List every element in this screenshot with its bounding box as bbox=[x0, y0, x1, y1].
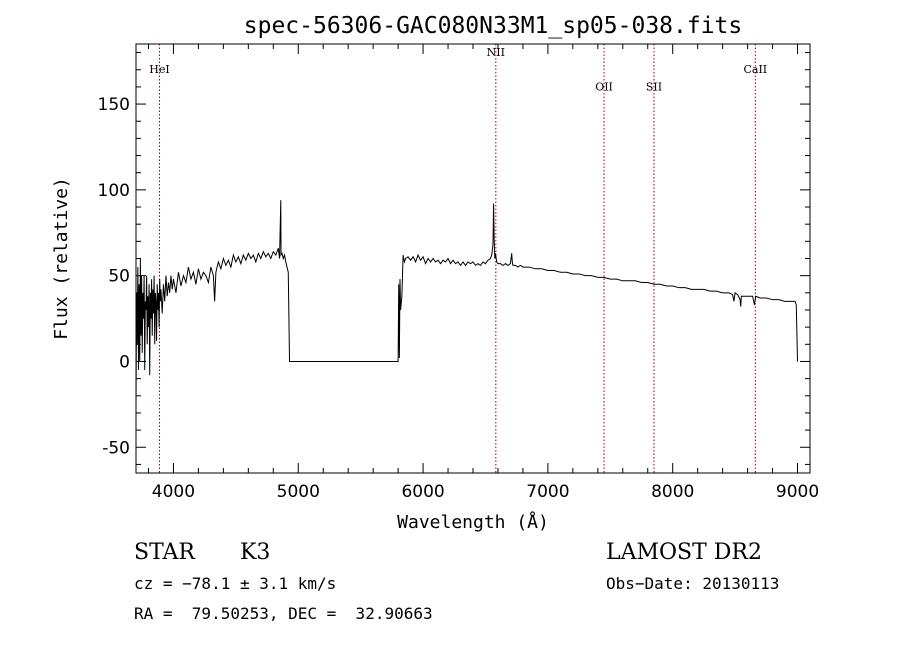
coordinates: RA = 79.50253, DEC = 32.90663 bbox=[134, 604, 433, 623]
chart-title: spec-56306-GAC080N33M1_sp05-038.fits bbox=[244, 13, 743, 39]
survey-label: LAMOST DR2 bbox=[606, 540, 762, 565]
reference-label-caii: CaII bbox=[743, 63, 767, 76]
y-axis-label: Flux (relative) bbox=[51, 177, 72, 340]
y-tick-label: 150 bbox=[98, 95, 130, 115]
spectral-subclass: K3 bbox=[240, 540, 271, 565]
x-tick-label: 5000 bbox=[277, 482, 320, 502]
y-tick-label: 100 bbox=[98, 181, 130, 201]
y-tick-label: 0 bbox=[119, 352, 130, 372]
x-tick-label: 4000 bbox=[152, 482, 195, 502]
reference-label-nii: NII bbox=[487, 46, 505, 59]
object-type: STAR bbox=[134, 540, 195, 565]
redshift-readout: cz = −78.1 ± 3.1 km/s bbox=[134, 574, 337, 593]
spectrum-line-1 bbox=[135, 200, 799, 405]
x-tick-label: 7000 bbox=[526, 482, 569, 502]
reference-label-sii: SII bbox=[646, 80, 662, 93]
obs-date: Obs−Date: 20130113 bbox=[606, 574, 780, 593]
x-axis-label: Wavelength (Å) bbox=[397, 511, 549, 533]
y-tick-label: 50 bbox=[108, 267, 130, 287]
x-tick-label: 8000 bbox=[651, 482, 694, 502]
reference-label-oii: OII bbox=[595, 80, 613, 93]
x-tick-label: 6000 bbox=[401, 482, 444, 502]
y-tick-label: -50 bbox=[102, 438, 130, 458]
x-tick-label: 9000 bbox=[776, 482, 819, 502]
reference-label-hei: HeI bbox=[149, 63, 169, 76]
